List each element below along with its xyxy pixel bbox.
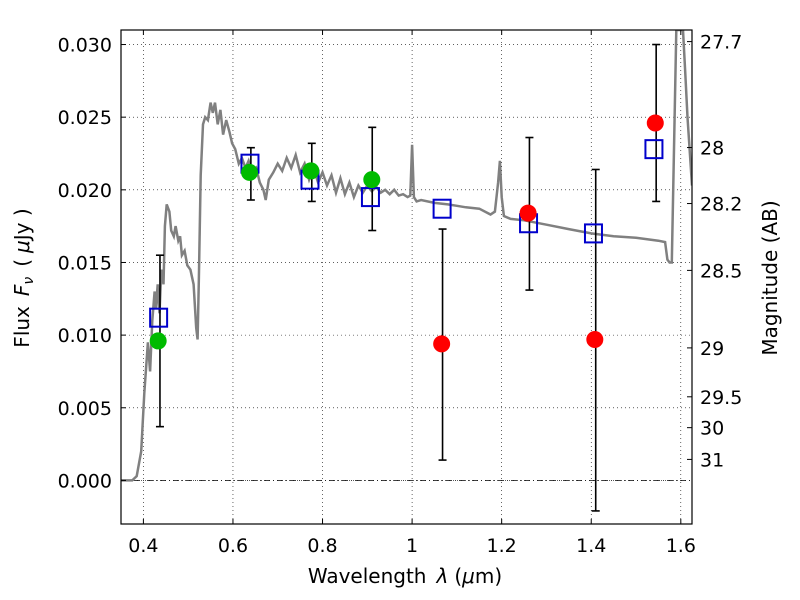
- y-tick-labels: 0.000 0.005 0.010 0.015 0.020 0.025 0.030: [58, 35, 112, 493]
- x-tick-label: 0.8: [307, 535, 337, 557]
- circle-markers: [149, 114, 664, 353]
- green-circle-point: [241, 163, 259, 181]
- open-square-point: [583, 223, 603, 244]
- error-bars: [155, 43, 661, 512]
- x-tick-label: 1.6: [666, 535, 696, 557]
- y2-tick-label: 28.5: [700, 260, 742, 282]
- y2-tick-label: 31: [700, 449, 724, 471]
- model-spectrum-curve: [121, 30, 692, 482]
- y-tick-label: 0.010: [58, 325, 112, 347]
- x-tick-label: 1: [406, 535, 418, 557]
- open-square-point: [149, 307, 169, 328]
- x-tick-label: 0.6: [218, 535, 248, 557]
- x-tick-label: 1.4: [576, 535, 606, 557]
- y2-tick-label: 28: [700, 138, 724, 160]
- y2-tick-label: 30: [700, 418, 724, 440]
- y2-tick-label: 28.2: [700, 194, 742, 216]
- grid-lines: [121, 30, 692, 524]
- y2-axis-label: Magnitude (AB): [758, 200, 782, 355]
- open-square-point: [360, 187, 380, 208]
- y2-tick-label: 27.7: [700, 32, 742, 54]
- box-markers: [149, 139, 664, 328]
- red-circle-point: [646, 114, 664, 132]
- open-square-point: [432, 198, 452, 219]
- plot-area: [121, 30, 692, 512]
- x-tick-label: 1.2: [487, 535, 517, 557]
- green-circle-point: [149, 332, 167, 350]
- y2-tick-label: 29.5: [700, 387, 742, 409]
- y-tick-label: 0.000: [58, 470, 112, 492]
- y-tick-label: 0.020: [58, 180, 112, 202]
- green-circle-point: [363, 171, 381, 189]
- y-axis-label: FluxFν(μJy ): [10, 208, 37, 347]
- x-axis-label: Wavelength λ (μm): [308, 564, 502, 588]
- y-tick-label: 0.005: [58, 398, 112, 420]
- axis-ticks: [121, 30, 692, 524]
- x-tick-labels: 0.4 0.6 0.8 1 1.2 1.4 1.6: [128, 535, 696, 557]
- red-circle-point: [586, 330, 604, 348]
- green-circle-point: [302, 162, 320, 180]
- y2-tick-label: 29: [700, 338, 724, 360]
- open-square-point: [644, 139, 664, 160]
- red-circle-point: [433, 335, 451, 353]
- y-tick-label: 0.025: [58, 107, 112, 129]
- y-tick-label: 0.030: [58, 35, 112, 57]
- x-tick-label: 0.4: [128, 535, 158, 557]
- red-circle-point: [519, 204, 537, 222]
- plot-frame: [120, 29, 693, 525]
- y-tick-label: 0.015: [58, 252, 112, 274]
- y2-tick-labels: 27.7 28 28.2 28.5 29 29.5 30 31: [700, 32, 742, 472]
